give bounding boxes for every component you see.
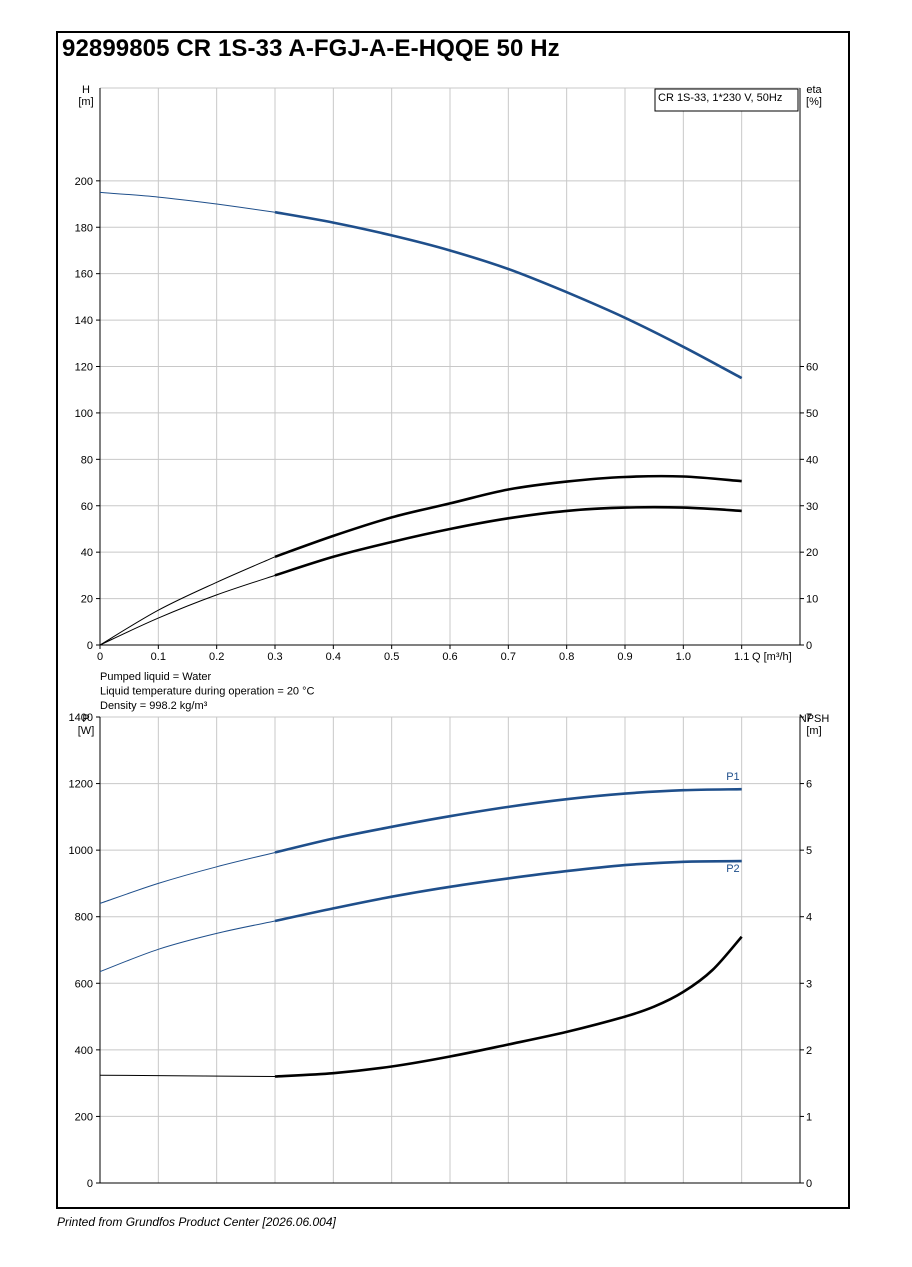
series-line-extension bbox=[99, 574, 276, 646]
y-tick-label-right: 2 bbox=[806, 1045, 812, 1057]
y-axis-label-right: NPSH bbox=[799, 713, 830, 725]
y-tick-label-left: 1200 bbox=[69, 779, 93, 791]
series-line-extension bbox=[99, 191, 276, 213]
y-tick-label-right: 7 bbox=[806, 712, 812, 724]
x-tick-label: 0.1 bbox=[151, 651, 166, 663]
x-tick-label: 0.7 bbox=[501, 651, 516, 663]
footer-note: Printed from Grundfos Product Center [20… bbox=[57, 1215, 336, 1229]
y-tick-label-left: 180 bbox=[75, 222, 93, 234]
x-tick-label: 0.3 bbox=[267, 651, 282, 663]
series-line bbox=[274, 935, 743, 1078]
y-tick-label-right: 20 bbox=[806, 547, 818, 559]
y-tick-label-left: 140 bbox=[75, 315, 93, 327]
x-tick-label: 0.6 bbox=[442, 651, 457, 663]
y-tick-label-left: 80 bbox=[81, 454, 93, 466]
y-tick-label-left: 600 bbox=[75, 978, 93, 990]
series-line-extension bbox=[99, 852, 276, 904]
y-tick-label-left: 60 bbox=[81, 501, 93, 513]
y-tick-label-left: 1000 bbox=[69, 845, 93, 857]
x-tick-label: 0.8 bbox=[559, 651, 574, 663]
y-tick-label-right: 50 bbox=[806, 408, 818, 420]
y-tick-label-right: 0 bbox=[806, 1178, 812, 1190]
series-line bbox=[274, 505, 742, 577]
liquid-info-line: Density = 998.2 kg/m³ bbox=[100, 700, 208, 712]
y-tick-label-right: 60 bbox=[806, 362, 818, 374]
series-label-p2: P2 bbox=[726, 863, 739, 875]
x-tick-label: 0.5 bbox=[384, 651, 399, 663]
liquid-info-line: Liquid temperature during operation = 20… bbox=[100, 686, 315, 698]
y-tick-label-right: 6 bbox=[806, 779, 812, 791]
liquid-info-line: Pumped liquid = Water bbox=[100, 671, 212, 683]
y-tick-label-right: 0 bbox=[806, 640, 812, 652]
y-tick-label-right: 1 bbox=[806, 1111, 812, 1123]
series-line-extension bbox=[99, 920, 276, 973]
x-tick-label: 0.4 bbox=[326, 651, 341, 663]
y-tick-label-left: 400 bbox=[75, 1045, 93, 1057]
y-tick-label-left: 120 bbox=[75, 362, 93, 374]
y-tick-label-left: 200 bbox=[75, 176, 93, 188]
y-axis-unit-right: [%] bbox=[806, 96, 822, 108]
y-tick-label-left: 0 bbox=[87, 1178, 93, 1190]
chart-frame bbox=[56, 31, 850, 1209]
series-line bbox=[274, 859, 742, 923]
page-title: 92899805 CR 1S-33 A-FGJ-A-E-HQQE 50 Hz bbox=[62, 35, 560, 62]
y-tick-label-right: 3 bbox=[806, 978, 812, 990]
x-tick-label: 1.0 bbox=[676, 651, 691, 663]
series-line bbox=[274, 210, 743, 380]
y-tick-label-left: 40 bbox=[81, 547, 93, 559]
y-axis-label-left: H bbox=[82, 84, 90, 96]
y-tick-label-left: 20 bbox=[81, 594, 93, 606]
y-tick-label-right: 30 bbox=[806, 501, 818, 513]
y-tick-label-left: 1400 bbox=[69, 712, 93, 724]
y-axis-unit-left: [m] bbox=[78, 96, 93, 108]
y-tick-label-right: 40 bbox=[806, 454, 818, 466]
y-tick-label-left: 100 bbox=[75, 408, 93, 420]
y-tick-label-left: 200 bbox=[75, 1111, 93, 1123]
x-tick-label: 0 bbox=[97, 651, 103, 663]
x-tick-label: 0.2 bbox=[209, 651, 224, 663]
y-axis-unit-left: [W] bbox=[78, 725, 95, 737]
x-tick-label: 1.1 bbox=[734, 651, 749, 663]
series-label-p1: P1 bbox=[726, 771, 739, 783]
legend-box bbox=[654, 88, 799, 112]
y-tick-label-right: 10 bbox=[806, 594, 818, 606]
y-axis-unit-right: [m] bbox=[806, 725, 821, 737]
y-tick-label-left: 0 bbox=[87, 640, 93, 652]
series-line-extension bbox=[99, 556, 276, 646]
y-axis-label-right: eta bbox=[806, 84, 822, 96]
x-tick-label: 0.9 bbox=[617, 651, 632, 663]
y-tick-label-left: 800 bbox=[75, 912, 93, 924]
series-line-extension bbox=[99, 1074, 276, 1077]
y-tick-label-right: 4 bbox=[806, 912, 812, 924]
x-axis-label: Q [m³/h] bbox=[752, 651, 792, 663]
y-tick-label-right: 5 bbox=[806, 845, 812, 857]
y-tick-label-left: 160 bbox=[75, 269, 93, 281]
series-line bbox=[274, 787, 742, 854]
y-axis-label-left: P bbox=[82, 713, 89, 725]
legend-text: CR 1S-33, 1*230 V, 50Hz bbox=[658, 92, 782, 104]
series-line bbox=[274, 474, 742, 559]
